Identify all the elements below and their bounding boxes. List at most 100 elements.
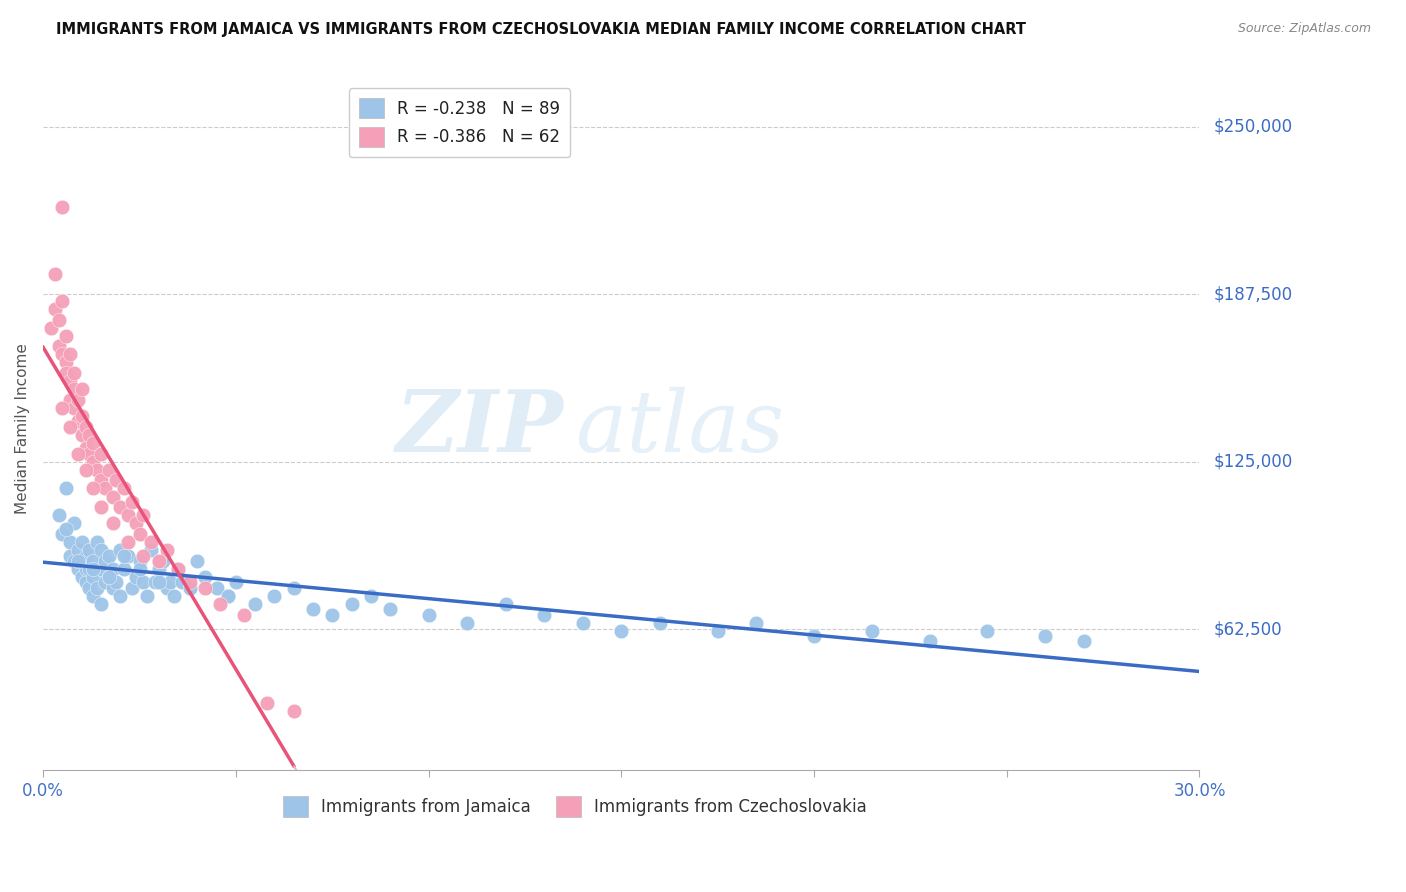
Point xyxy=(55,366,77,380)
Point xyxy=(75,549,97,563)
Point xyxy=(70,570,93,584)
Point xyxy=(110,543,132,558)
Point xyxy=(105,474,128,488)
Text: Source: ZipAtlas.com: Source: ZipAtlas.com xyxy=(1237,22,1371,36)
Point xyxy=(51,293,73,308)
Point xyxy=(117,535,139,549)
Point xyxy=(79,543,101,558)
Point xyxy=(97,463,120,477)
Point xyxy=(976,624,998,638)
Point xyxy=(571,615,593,630)
Point xyxy=(1073,634,1095,648)
Text: IMMIGRANTS FROM JAMAICA VS IMMIGRANTS FROM CZECHOSLOVAKIA MEDIAN FAMILY INCOME C: IMMIGRANTS FROM JAMAICA VS IMMIGRANTS FR… xyxy=(56,22,1026,37)
Point xyxy=(48,312,70,326)
Point xyxy=(121,581,143,595)
Point xyxy=(59,392,82,407)
Point xyxy=(75,420,97,434)
Point xyxy=(148,575,170,590)
Point xyxy=(86,535,108,549)
Point xyxy=(101,562,124,576)
Point xyxy=(97,570,120,584)
Point xyxy=(79,562,101,576)
Point xyxy=(112,562,135,576)
Point xyxy=(125,570,148,584)
Point xyxy=(55,522,77,536)
Point xyxy=(51,401,73,415)
Point xyxy=(48,508,70,523)
Point xyxy=(82,436,104,450)
Point xyxy=(66,562,89,576)
Point xyxy=(101,490,124,504)
Point xyxy=(70,409,93,423)
Point xyxy=(803,629,825,643)
Point xyxy=(918,634,941,648)
Point xyxy=(283,704,305,718)
Point xyxy=(360,589,382,603)
Point xyxy=(75,442,97,456)
Point xyxy=(82,554,104,568)
Point xyxy=(63,366,86,380)
Point xyxy=(79,581,101,595)
Point xyxy=(340,597,363,611)
Point xyxy=(128,562,150,576)
Point xyxy=(82,570,104,584)
Point xyxy=(167,562,190,576)
Point xyxy=(209,597,232,611)
Point xyxy=(136,589,159,603)
Point xyxy=(128,554,150,568)
Point xyxy=(117,508,139,523)
Point xyxy=(179,581,201,595)
Point xyxy=(66,447,89,461)
Point xyxy=(59,535,82,549)
Point xyxy=(44,267,66,281)
Point xyxy=(217,589,239,603)
Point xyxy=(155,581,177,595)
Point xyxy=(128,527,150,541)
Point xyxy=(148,562,170,576)
Point xyxy=(101,516,124,531)
Point xyxy=(70,428,93,442)
Point xyxy=(79,428,101,442)
Point xyxy=(132,508,155,523)
Point xyxy=(378,602,401,616)
Point xyxy=(51,200,73,214)
Point xyxy=(321,607,343,622)
Point xyxy=(70,554,93,568)
Y-axis label: Median Family Income: Median Family Income xyxy=(15,343,30,514)
Point xyxy=(167,562,190,576)
Text: $250,000: $250,000 xyxy=(1213,118,1292,136)
Point xyxy=(648,615,671,630)
Point xyxy=(44,301,66,316)
Point xyxy=(97,570,120,584)
Point xyxy=(63,401,86,415)
Point xyxy=(163,589,186,603)
Text: $187,500: $187,500 xyxy=(1213,285,1292,303)
Text: ZIP: ZIP xyxy=(395,386,564,470)
Point xyxy=(86,463,108,477)
Point xyxy=(86,581,108,595)
Text: $62,500: $62,500 xyxy=(1213,620,1282,639)
Point xyxy=(55,482,77,496)
Point xyxy=(205,581,228,595)
Point xyxy=(610,624,633,638)
Point xyxy=(90,474,112,488)
Point xyxy=(75,562,97,576)
Point xyxy=(94,482,117,496)
Point xyxy=(159,575,181,590)
Point xyxy=(148,554,170,568)
Point xyxy=(79,447,101,461)
Point xyxy=(94,554,117,568)
Point xyxy=(110,500,132,515)
Point xyxy=(155,543,177,558)
Point xyxy=(179,581,201,595)
Point xyxy=(70,535,93,549)
Point xyxy=(112,482,135,496)
Point xyxy=(48,339,70,353)
Point xyxy=(139,543,162,558)
Point xyxy=(418,607,440,622)
Point xyxy=(456,615,478,630)
Point xyxy=(121,495,143,509)
Point xyxy=(70,382,93,396)
Point xyxy=(194,581,217,595)
Point xyxy=(152,554,174,568)
